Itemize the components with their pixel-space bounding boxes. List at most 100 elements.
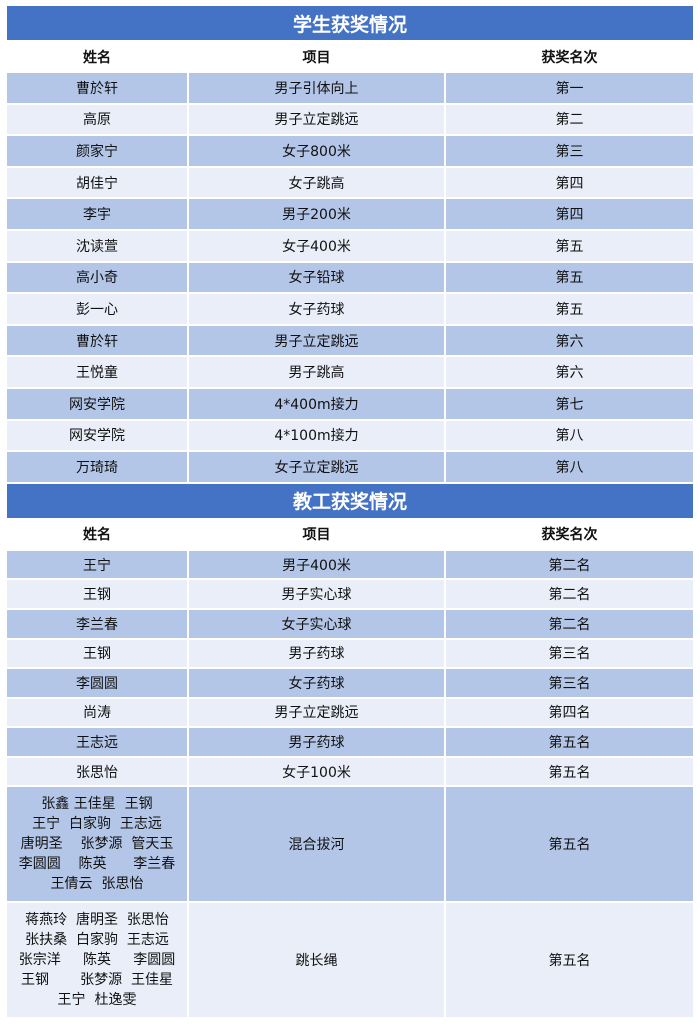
table-row: 李圆圆 女子药球 第三名	[7, 669, 694, 699]
staff-awards-table: 教工获奖情况 姓名 项目 获奖名次 王宁 男子400米 第二名 王钢 男子实心球 第二名 李兰春 女子…	[7, 483, 694, 1020]
rank-cell: 第八	[446, 420, 694, 453]
name-cell: 网安学院	[7, 420, 189, 453]
name-cell: 李宇	[7, 199, 189, 231]
name-cell: 颜家宁	[7, 136, 189, 168]
event-cell: 男子400米	[189, 550, 446, 581]
student-awards-table: 学生获奖情况 姓名 项目 获奖名次 曹於轩 男子引体向上 第一 高原 男子立定跳远 第二 颜家宁 女子…	[7, 6, 694, 484]
rank-cell: 第二名	[446, 580, 694, 610]
rank-cell: 第五	[446, 294, 694, 326]
column-header: 获奖名次	[446, 519, 694, 551]
event-cell: 女子800米	[189, 136, 446, 168]
event-cell: 混合拔河	[189, 787, 446, 904]
event-cell: 跳长绳	[189, 903, 446, 1020]
name-cell: 尚涛	[7, 698, 189, 729]
name-cell: 王志远	[7, 728, 189, 758]
rank-cell: 第六	[446, 357, 694, 389]
table-row: 网安学院 4*400m接力 第七	[7, 388, 694, 421]
table-row: 沈读萱 女子400米 第五	[7, 230, 694, 263]
name-cell: 曹於轩	[7, 325, 189, 358]
section-title: 教工获奖情况	[7, 483, 694, 520]
event-cell: 4*400m接力	[189, 388, 446, 421]
table-row: 高原 男子立定跳远 第二	[7, 104, 694, 137]
event-cell: 女子实心球	[189, 609, 446, 640]
rank-cell: 第一	[446, 73, 694, 105]
event-cell: 男子200米	[189, 199, 446, 231]
event-cell: 男子药球	[189, 728, 446, 758]
table-row: 王宁 男子400米 第二名	[7, 550, 694, 581]
rank-cell: 第五名	[446, 757, 694, 788]
name-cell: 高小奇	[7, 262, 189, 295]
name-cell: 万琦琦	[7, 452, 189, 484]
event-cell: 4*100m接力	[189, 420, 446, 453]
table-row: 彭一心 女子药球 第五	[7, 294, 694, 326]
name-cell: 沈读萱	[7, 230, 189, 263]
rank-cell: 第五	[446, 262, 694, 295]
rank-cell: 第二名	[446, 550, 694, 581]
event-cell: 女子药球	[189, 294, 446, 326]
event-cell: 男子跳高	[189, 357, 446, 389]
event-cell: 男子药球	[189, 639, 446, 670]
name-cell: 张鑫 王佳星 王钢 王宁 白家驹 王志远 唐明圣 张梦源 管天玉 李圆圆 陈英 …	[7, 787, 189, 904]
table-row: 王钢 男子药球 第三名	[7, 639, 694, 670]
name-cell: 张思怡	[7, 757, 189, 788]
name-cell: 王宁	[7, 550, 189, 581]
event-cell: 男子立定跳远	[189, 325, 446, 358]
name-cell: 蒋燕玲 唐明圣 张思怡 张扶桑 白家驹 王志远 张宗洋 陈英 李圆圆 王钢 张梦…	[7, 903, 189, 1020]
event-cell: 女子跳高	[189, 167, 446, 200]
table-row: 颜家宁 女子800米 第三	[7, 136, 694, 168]
column-header: 姓名	[7, 519, 189, 551]
table-row: 尚涛 男子立定跳远 第四名	[7, 698, 694, 729]
event-cell: 男子实心球	[189, 580, 446, 610]
name-cell: 彭一心	[7, 294, 189, 326]
name-cell: 王钢	[7, 580, 189, 610]
rank-cell: 第二	[446, 104, 694, 137]
rank-cell: 第五名	[446, 787, 694, 904]
name-cell: 王悦童	[7, 357, 189, 389]
table-row: 张鑫 王佳星 王钢 王宁 白家驹 王志远 唐明圣 张梦源 管天玉 李圆圆 陈英 …	[7, 787, 694, 904]
table-row: 万琦琦 女子立定跳远 第八	[7, 452, 694, 484]
table-row: 网安学院 4*100m接力 第八	[7, 420, 694, 453]
rank-cell: 第八	[446, 452, 694, 484]
event-cell: 男子引体向上	[189, 73, 446, 105]
table-row: 王悦童 男子跳高 第六	[7, 357, 694, 389]
rank-cell: 第三	[446, 136, 694, 168]
table-row: 胡佳宁 女子跳高 第四	[7, 167, 694, 200]
name-cell: 胡佳宁	[7, 167, 189, 200]
table-row: 王志远 男子药球 第五名	[7, 728, 694, 758]
rank-cell: 第二名	[446, 609, 694, 640]
event-cell: 女子400米	[189, 230, 446, 263]
rank-cell: 第四	[446, 199, 694, 231]
table-row: 蒋燕玲 唐明圣 张思怡 张扶桑 白家驹 王志远 张宗洋 陈英 李圆圆 王钢 张梦…	[7, 903, 694, 1020]
event-cell: 女子铅球	[189, 262, 446, 295]
event-cell: 女子立定跳远	[189, 452, 446, 484]
name-cell: 网安学院	[7, 388, 189, 421]
rank-cell: 第六	[446, 325, 694, 358]
column-header: 获奖名次	[446, 42, 694, 73]
table-row: 王钢 男子实心球 第二名	[7, 580, 694, 610]
name-cell: 李兰春	[7, 609, 189, 640]
section-title: 学生获奖情况	[7, 6, 694, 42]
table-row: 李宇 男子200米 第四	[7, 199, 694, 231]
event-cell: 男子立定跳远	[189, 698, 446, 729]
table-row: 高小奇 女子铅球 第五	[7, 262, 694, 295]
name-cell: 李圆圆	[7, 669, 189, 699]
rank-cell: 第三名	[446, 669, 694, 699]
rank-cell: 第四名	[446, 698, 694, 729]
table-row: 曹於轩 男子引体向上 第一	[7, 73, 694, 105]
awards-document: 学生获奖情况 姓名 项目 获奖名次 曹於轩 男子引体向上 第一 高原 男子立定跳远 第二 颜家宁 女子…	[7, 6, 694, 1020]
rank-cell: 第五	[446, 230, 694, 263]
table-row: 张思怡 女子100米 第五名	[7, 757, 694, 788]
name-cell: 高原	[7, 104, 189, 137]
name-cell: 王钢	[7, 639, 189, 670]
rank-cell: 第七	[446, 388, 694, 421]
rank-cell: 第五名	[446, 903, 694, 1020]
event-cell: 男子立定跳远	[189, 104, 446, 137]
event-cell: 女子药球	[189, 669, 446, 699]
table-row: 李兰春 女子实心球 第二名	[7, 609, 694, 640]
rank-cell: 第三名	[446, 639, 694, 670]
event-cell: 女子100米	[189, 757, 446, 788]
column-header: 姓名	[7, 42, 189, 73]
rank-cell: 第四	[446, 167, 694, 200]
column-header: 项目	[189, 42, 446, 73]
table-row: 曹於轩 男子立定跳远 第六	[7, 325, 694, 358]
